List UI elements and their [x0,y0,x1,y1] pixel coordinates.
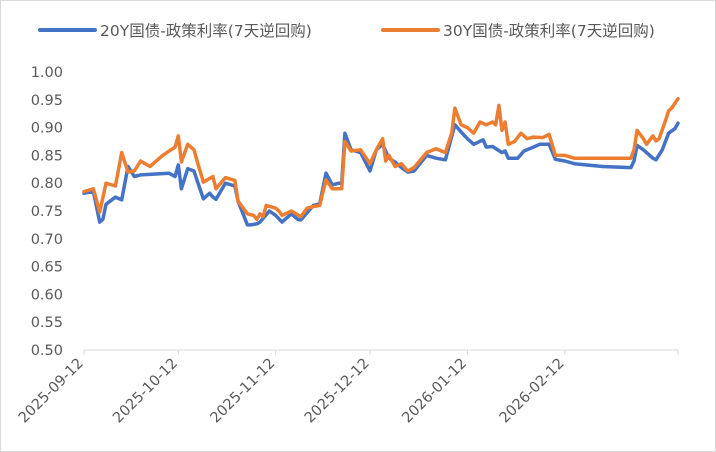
y-tick-label: 0.85 [31,148,63,164]
y-tick-label: 0.50 [31,343,63,359]
y-tick-label: 1.00 [31,65,63,81]
x-tick-label: 2026-01-12 [399,356,470,427]
y-tick-label: 0.80 [31,176,63,192]
legend-label-30y: 30Y国债-政策利率(7天逆回购) [443,22,655,40]
series-line-30y [82,96,680,222]
y-tick-label: 0.90 [31,121,63,137]
x-axis: 2025-09-12 2025-10-12 2025-11-12 2025-12-12… [16,349,679,427]
y-tick-label: 0.60 [31,287,63,303]
y-tick-label: 0.65 [31,260,63,276]
x-tick-label: 2026-02-12 [497,356,568,427]
y-tick-label: 0.55 [31,315,63,331]
x-tick-label: 2025-09-12 [16,356,87,427]
x-tick-label: 2025-12-12 [302,356,373,427]
y-tick-label: 0.95 [31,93,63,109]
x-tick-label: 2025-10-12 [110,356,181,427]
x-tick-label: 2025-11-12 [208,356,279,427]
legend: 20Y国债-政策利率(7天逆回购) 30Y国债-政策利率(7天逆回购) [38,22,655,40]
y-axis: 0.50 0.55 0.60 0.65 0.70 0.75 0.80 0.85 0.90 0.95… [31,65,63,359]
legend-label-20y: 20Y国债-政策利率(7天逆回购) [100,22,312,40]
y-tick-label: 0.70 [31,232,63,248]
plot-area [82,96,680,227]
y-tick-label: 0.75 [31,204,63,220]
